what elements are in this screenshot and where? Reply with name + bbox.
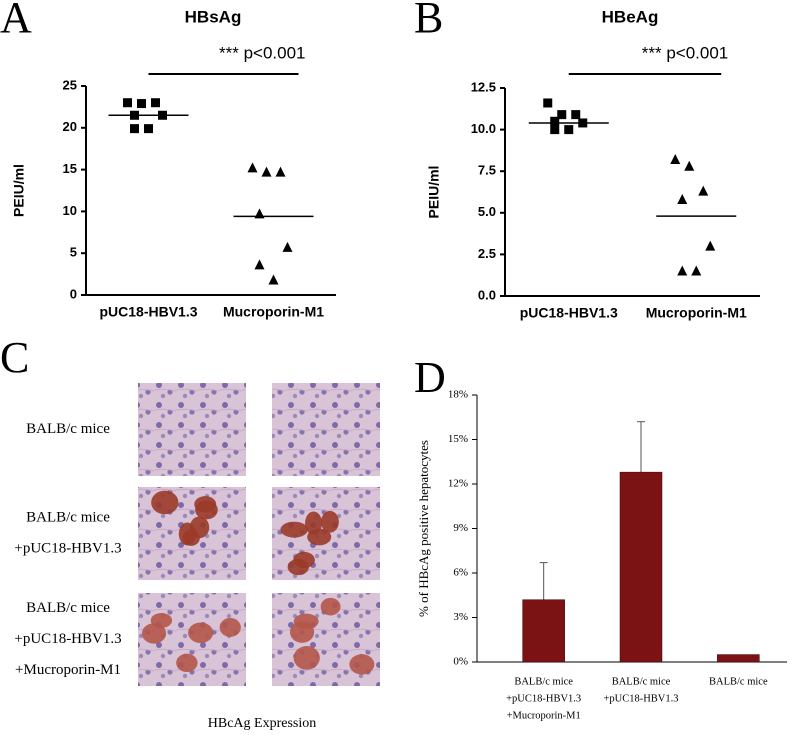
data-point (144, 124, 153, 134)
y-tick-label: 0% (453, 656, 468, 668)
data-point (275, 166, 286, 177)
stained-cell (349, 654, 375, 675)
data-point (247, 162, 258, 173)
panel-letter: B (414, 0, 443, 42)
data-point (670, 154, 681, 165)
row-label: BALB/c mice (26, 421, 110, 437)
stained-cell (195, 500, 218, 520)
y-tick-label: 0.0 (478, 287, 496, 302)
stained-cell (141, 623, 167, 644)
row-label: +pUC18-HBV1.3 (14, 540, 121, 556)
data-point (268, 274, 279, 285)
panel-letter: C (0, 333, 29, 382)
data-point (254, 259, 265, 270)
stained-cell (176, 653, 198, 673)
stained-cell (280, 521, 308, 538)
y-tick-label: 2.5 (478, 246, 496, 261)
tissue-image (272, 383, 380, 476)
y-tick-label: 6% (453, 567, 468, 579)
x-tick-label: BALB/c mice (709, 676, 768, 687)
y-tick-label: 15 (63, 161, 77, 176)
x-tick-label: +Mucroporin-M1 (507, 710, 581, 721)
bar (619, 471, 663, 663)
x-tick-label: pUC18-HBV1.3 (520, 305, 618, 321)
y-tick-label: 0 (70, 286, 77, 301)
chart-title: HBeAg (602, 7, 659, 26)
x-tick-label: +pUC18-HBV1.3 (506, 693, 581, 704)
y-tick-label: 25 (63, 77, 77, 92)
y-tick-label: 10 (63, 203, 77, 218)
bar (717, 654, 760, 663)
y-tick-label: 12% (448, 478, 468, 490)
stained-cell (321, 510, 339, 533)
x-tick-label: +pUC18-HBV1.3 (603, 693, 678, 704)
stained-cell (293, 551, 315, 569)
stained-cell (293, 646, 320, 670)
y-tick-label: 7.5 (478, 163, 496, 178)
data-point (137, 99, 146, 109)
row-label: +pUC18-HBV1.3 (14, 631, 121, 647)
y-axis-label: % of HBcAg positive hepatocytes (416, 440, 431, 617)
data-point (677, 265, 688, 276)
y-tick-label: 9% (453, 522, 468, 534)
data-point (684, 160, 695, 171)
annotation: *** p<0.001 (219, 43, 306, 62)
y-tick-label: 12.5 (471, 79, 496, 94)
x-tick-label: pUC18-HBV1.3 (99, 304, 197, 320)
y-tick-label: 3% (453, 611, 468, 623)
x-tick-label: BALB/c mice (514, 676, 573, 687)
data-point (151, 98, 160, 108)
stained-cell (289, 621, 315, 643)
data-point (677, 193, 688, 204)
data-point (130, 124, 139, 134)
data-point (571, 110, 581, 120)
data-point (282, 241, 293, 252)
row-label: BALB/c mice (26, 509, 110, 525)
y-tick-label: 20 (63, 119, 77, 134)
row-label: +Mucroporin-M1 (15, 662, 121, 678)
data-point (705, 240, 716, 251)
data-point (543, 98, 553, 108)
data-point (691, 265, 702, 276)
data-point (123, 98, 132, 108)
y-tick-label: 5 (70, 245, 77, 260)
x-tick-label: Mucroporin-M1 (646, 305, 747, 321)
panel-letter: D (414, 353, 446, 402)
stained-cell (188, 622, 214, 643)
y-tick-label: 5.0 (478, 204, 496, 219)
stained-cell (305, 511, 323, 535)
stained-cell (189, 516, 210, 539)
x-tick-label: BALB/c mice (612, 676, 671, 687)
data-point (261, 166, 272, 177)
data-point (564, 125, 574, 135)
panel-c-caption: HBcAg Expression (208, 716, 317, 731)
stained-cell (151, 490, 179, 515)
data-point (698, 185, 709, 196)
y-tick-label: 15% (448, 433, 468, 445)
chart-title: HBsAg (185, 7, 242, 26)
y-tick-label: 18% (448, 389, 468, 401)
data-point (550, 116, 560, 126)
stained-cell (219, 617, 241, 637)
annotation: *** p<0.001 (642, 43, 729, 62)
y-axis-label: PEIU/ml (11, 164, 27, 217)
bar (522, 599, 565, 663)
y-axis-label: PEIU/ml (426, 166, 442, 219)
panel-letter: A (0, 0, 32, 42)
y-tick-label: 10.0 (471, 121, 496, 136)
row-label: BALB/c mice (26, 600, 110, 616)
data-point (557, 110, 567, 120)
x-tick-label: Mucroporin-M1 (223, 304, 324, 320)
tissue-image (138, 383, 246, 476)
stained-cell (320, 597, 341, 616)
data-point (550, 125, 560, 135)
